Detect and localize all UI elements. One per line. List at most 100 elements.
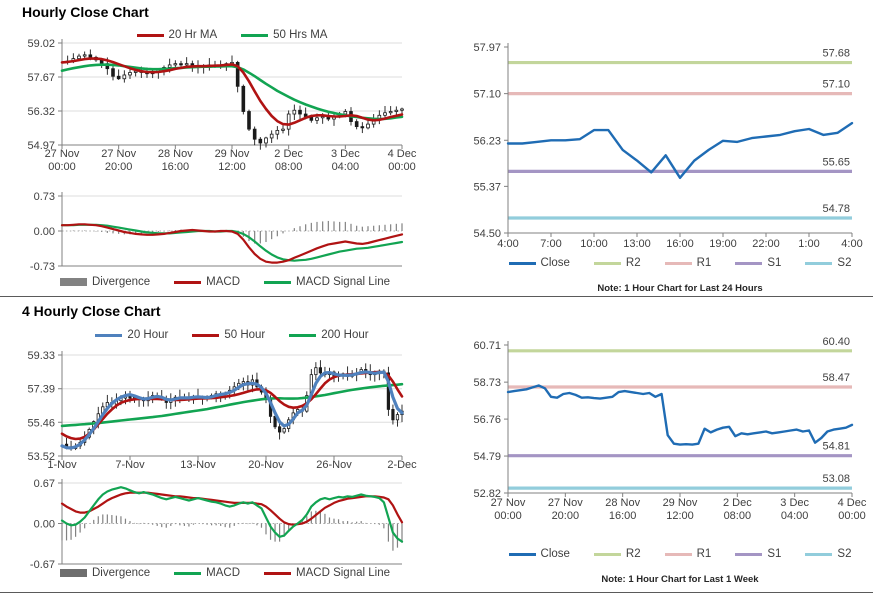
legend-swatch-line (735, 261, 763, 265)
four-hourly-macd-chart: 0.67 0.00 -0.67 (30, 478, 404, 571)
legend-item-200-hour: 200 Hour (289, 329, 369, 341)
legend-label: S2 (837, 548, 852, 560)
legend-label: 200 Hour (321, 329, 369, 341)
y-tick-label: 0.73 (34, 191, 55, 203)
legend-item-s1: S1 (735, 257, 781, 269)
x-tick-label: 10:00 (580, 238, 608, 250)
x-tick-label: 04:00 (332, 161, 360, 173)
x-tick-label: 3 Dec (780, 497, 809, 509)
legend-swatch-line (593, 552, 621, 556)
x-tick-label: 4 Dec (388, 148, 417, 160)
weekly-pivot-legend: Close R2 R1 S1 S2 (508, 548, 852, 560)
y-tick-label: 56.23 (473, 135, 501, 147)
y-tick-label: 57.10 (473, 89, 501, 101)
hourly-ma-legend: 20 Hr MA 50 Hrs MA (62, 29, 402, 41)
x-tick-label: 3 Dec (331, 148, 360, 160)
four-hourly-close-chart-title: 4 Hourly Close Chart (22, 303, 161, 319)
legend-item-50-hrs-ma: 50 Hrs MA (241, 29, 327, 41)
legend-label: Close (540, 548, 570, 560)
y-tick-label: 53.52 (27, 451, 55, 463)
y-tick-label: 55.46 (27, 417, 55, 429)
legend-label: MACD Signal Line (296, 276, 390, 288)
x-tick-label: 00:00 (494, 510, 522, 522)
level-label-s1: 54.81 (822, 441, 850, 453)
series-macd (60, 223, 404, 264)
series-close (506, 384, 854, 446)
legend-item-s2: S2 (805, 548, 851, 560)
y-tick-label: 58.73 (473, 377, 501, 389)
section-divider (0, 296, 873, 297)
x-tick-label: 04:00 (781, 510, 809, 522)
y-tick-label: 54.97 (27, 140, 55, 152)
series-close (506, 121, 854, 180)
legend-item-r2: R2 (593, 548, 641, 560)
x-tick-label: 27 Nov (548, 497, 583, 509)
x-tick-label: 27 Nov (101, 148, 136, 160)
legend-item-r1: R1 (664, 548, 712, 560)
level-label-s1: 55.65 (822, 156, 850, 168)
legend-item-divergence: Divergence (59, 276, 150, 288)
x-tick-label: 16:00 (666, 238, 694, 250)
legend-item-close: Close (508, 548, 570, 560)
legend-label: R1 (696, 548, 712, 560)
y-tick-label: 57.39 (27, 384, 55, 396)
x-tick-label: 7:00 (540, 238, 561, 250)
y-tick-label: 54.50 (473, 228, 501, 240)
series-macd (60, 486, 404, 543)
legend-label: R2 (625, 548, 641, 560)
legend-item-r2: R2 (593, 257, 641, 269)
x-tick-label: 08:00 (724, 510, 752, 522)
x-tick-label: 20:00 (105, 161, 133, 173)
x-tick-label: 08:00 (275, 161, 303, 173)
x-tick-label: 12:00 (218, 161, 246, 173)
y-tick-label: 54.79 (473, 451, 501, 463)
x-tick-label: 4 Dec (838, 497, 867, 509)
y-tick-label: -0.73 (30, 261, 55, 273)
legend-label: S2 (837, 257, 852, 269)
x-tick-label: 16:00 (162, 161, 190, 173)
legend-swatch-line (593, 261, 621, 265)
legend-item-divergence: Divergence (59, 567, 150, 579)
y-tick-label: -0.67 (30, 559, 55, 571)
x-tick-label: 22:00 (752, 238, 780, 250)
legend-swatch-line (264, 571, 292, 575)
legend-label: MACD (206, 276, 241, 288)
legend-label: R2 (625, 257, 641, 269)
legend-item-s1: S1 (735, 548, 781, 560)
daily-pivot-chart: 57.68 57.10 55.65 54.78 57.97 57.10 56.23 55.37… (473, 42, 862, 250)
x-tick-label: 12:00 (666, 510, 694, 522)
four-hourly-ma-legend: 20 Hour 50 Hour 200 Hour (62, 329, 402, 341)
x-tick-label: 00:00 (48, 161, 76, 173)
legend-swatch-line (508, 261, 536, 265)
x-tick-label: 00:00 (388, 161, 416, 173)
y-tick-label: 55.37 (473, 181, 501, 193)
series-200-hour (60, 382, 404, 428)
y-tick-label: 60.71 (473, 340, 501, 352)
legend-item-macd-signal-line: MACD Signal Line (264, 276, 390, 288)
x-tick-label: 13:00 (623, 238, 651, 250)
x-tick-label: 20-Nov (248, 459, 284, 471)
legend-swatch-line (95, 333, 123, 337)
legend-item-s2: S2 (805, 257, 851, 269)
series-20-hour (60, 370, 404, 450)
legend-label: S1 (767, 548, 782, 560)
y-tick-label: 0.00 (34, 519, 55, 531)
level-label-r1: 57.10 (822, 79, 850, 91)
legend-swatch-line (264, 280, 292, 284)
legend-swatch-line (174, 280, 202, 284)
y-tick-label: 0.00 (34, 226, 55, 238)
x-tick-label: 29 Nov (663, 497, 698, 509)
x-tick-label: 29 Nov (215, 148, 250, 160)
daily-pivot-note: Note: 1 Hour Chart for Last 24 Hours (597, 283, 763, 294)
level-label-r2: 60.40 (822, 336, 850, 348)
x-tick-label: 27 Nov (491, 497, 526, 509)
legend-label: S1 (767, 257, 782, 269)
x-tick-label: 4:00 (497, 238, 518, 250)
legend-label: 20 Hour (127, 329, 169, 341)
legend-label: 20 Hr MA (168, 29, 218, 41)
series-macd-signal-line (60, 491, 404, 526)
legend-swatch-line (289, 333, 317, 337)
legend-label: MACD Signal Line (296, 567, 390, 579)
x-tick-label: 16:00 (609, 510, 637, 522)
y-tick-label: 0.67 (34, 478, 55, 490)
